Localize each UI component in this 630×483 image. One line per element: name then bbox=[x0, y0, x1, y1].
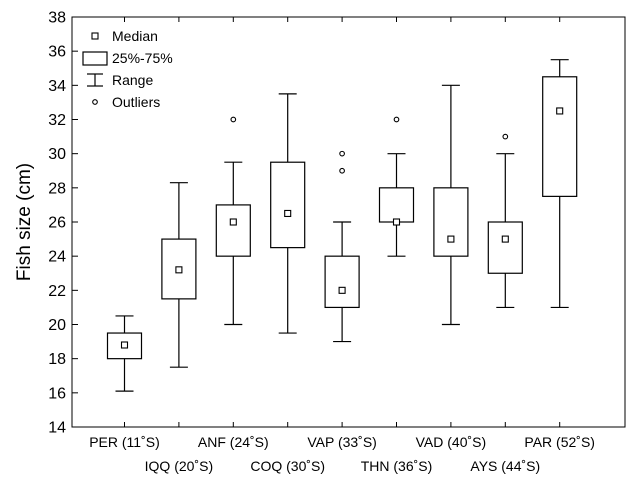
y-tick-label: 20 bbox=[48, 317, 66, 334]
x-category-label: VAP (33˚S) bbox=[307, 434, 377, 450]
y-tick-label: 30 bbox=[48, 146, 66, 163]
iqr-box bbox=[542, 76, 578, 197]
y-axis-title: Fish size (cm) bbox=[14, 163, 35, 281]
x-category-label: PER (11˚S) bbox=[89, 434, 160, 450]
iqr-box bbox=[378, 187, 415, 223]
legend-label: 25%-75% bbox=[112, 50, 173, 66]
x-category-label: AYS (44˚S) bbox=[470, 458, 540, 474]
x-category-label: PAR (52˚S) bbox=[524, 434, 595, 450]
x-category-label: IQQ (20˚S) bbox=[145, 458, 213, 474]
outlier-point bbox=[393, 116, 400, 123]
median-marker bbox=[120, 341, 129, 349]
iqr-box bbox=[270, 161, 306, 249]
median-marker bbox=[175, 266, 183, 274]
outlier-point bbox=[230, 116, 237, 123]
x-category-label: THN (36˚S) bbox=[361, 458, 433, 474]
y-tick-label: 38 bbox=[48, 10, 66, 27]
legend-label: Range bbox=[112, 72, 153, 88]
median-marker bbox=[229, 218, 237, 226]
x-category-label: ANF (24˚S) bbox=[198, 434, 269, 450]
median-marker bbox=[501, 235, 509, 243]
outlier-point bbox=[339, 150, 345, 157]
y-tick-label: 28 bbox=[48, 180, 66, 197]
legend-median-icon bbox=[91, 32, 99, 40]
x-category-label: VAD (40˚S) bbox=[416, 434, 487, 450]
y-tick-label: 24 bbox=[48, 249, 66, 266]
median-marker bbox=[392, 218, 401, 226]
outlier-point bbox=[339, 167, 345, 174]
y-tick-label: 14 bbox=[48, 420, 66, 437]
y-tick-label: 26 bbox=[48, 215, 66, 232]
y-tick-label: 16 bbox=[48, 385, 66, 402]
y-tick-label: 36 bbox=[48, 44, 66, 61]
median-marker bbox=[447, 235, 455, 243]
outlier-point bbox=[502, 133, 509, 140]
x-category-label: COQ (30˚S) bbox=[250, 458, 325, 474]
legend-outlier-icon bbox=[92, 99, 98, 105]
median-marker bbox=[556, 107, 564, 115]
y-tick-label: 32 bbox=[48, 112, 66, 129]
iqr-box bbox=[487, 221, 523, 274]
y-tick-label: 34 bbox=[48, 78, 66, 95]
median-marker bbox=[338, 286, 346, 294]
iqr-box bbox=[215, 204, 251, 257]
iqr-box bbox=[324, 255, 360, 309]
legend-label: Median bbox=[112, 28, 158, 44]
median-marker bbox=[284, 209, 292, 218]
y-tick-label: 18 bbox=[48, 351, 66, 368]
legend-box-icon bbox=[82, 51, 108, 66]
legend-label: Outliers bbox=[112, 94, 160, 110]
y-tick-label: 22 bbox=[48, 283, 66, 300]
iqr-box bbox=[433, 187, 469, 257]
